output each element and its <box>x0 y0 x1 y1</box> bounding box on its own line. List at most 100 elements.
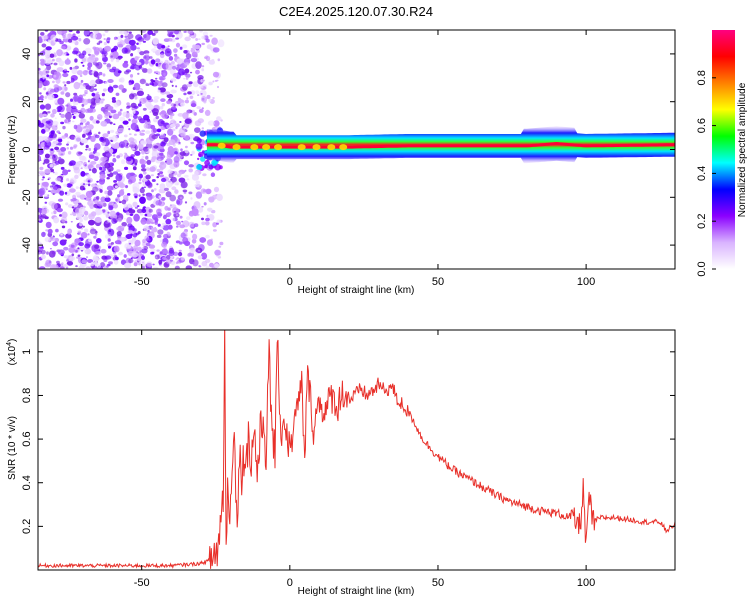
noise-speckle <box>107 211 110 214</box>
noise-speckle <box>216 116 222 122</box>
noise-speckle <box>52 186 58 190</box>
noise-speckle <box>89 33 97 40</box>
noise-speckle <box>143 246 149 250</box>
bottom-x-tick-label: -50 <box>134 577 150 589</box>
noise-speckle <box>180 102 185 107</box>
signal-band-core <box>206 141 675 149</box>
noise-speckle <box>158 195 162 199</box>
noise-speckle <box>175 261 179 265</box>
noise-speckle <box>184 118 192 124</box>
noise-speckle <box>80 166 83 168</box>
noise-speckle <box>104 81 109 84</box>
noise-speckle <box>141 155 145 159</box>
noise-speckle <box>58 249 65 255</box>
noise-speckle <box>133 213 140 222</box>
noise-speckle <box>158 174 164 178</box>
noise-speckle <box>92 186 99 192</box>
noise-speckle <box>40 60 46 66</box>
noise-speckle <box>83 30 91 37</box>
noise-speckle <box>143 50 150 55</box>
noise-speckle <box>218 245 222 248</box>
noise-speckle <box>55 160 60 165</box>
noise-speckle <box>47 111 51 114</box>
noise-speckle <box>59 113 62 115</box>
noise-speckle <box>198 207 204 213</box>
noise-speckle <box>174 265 180 269</box>
noise-speckle <box>202 173 207 177</box>
noise-speckle <box>138 181 142 185</box>
noise-speckle <box>193 223 199 228</box>
noise-speckle <box>42 113 48 117</box>
noise-speckle <box>139 130 142 134</box>
noise-speckle <box>71 36 79 41</box>
top-y-tick-label: -40 <box>21 237 33 253</box>
noise-speckle <box>141 265 145 269</box>
noise-speckle <box>71 253 75 257</box>
noise-speckle <box>113 180 118 183</box>
noise-speckle <box>119 116 126 122</box>
noise-speckle <box>60 45 66 50</box>
colorbar-tick-label: 0.4 <box>696 166 708 181</box>
y-scale-prefix: (x10 <box>7 345 18 365</box>
noise-speckle <box>49 163 54 168</box>
noise-speckle <box>52 140 59 144</box>
noise-speckle <box>72 120 75 123</box>
noise-speckle <box>133 245 139 250</box>
noise-speckle <box>131 237 137 242</box>
noise-speckle <box>166 101 170 104</box>
noise-speckle <box>108 201 115 206</box>
noise-speckle <box>171 84 174 87</box>
noise-speckle <box>110 129 115 133</box>
noise-speckle <box>146 181 153 188</box>
noise-speckle <box>183 50 188 54</box>
noise-speckle <box>173 53 178 57</box>
noise-speckle <box>45 221 52 229</box>
noise-speckle <box>115 92 120 97</box>
noise-speckle <box>139 51 145 56</box>
noise-speckle <box>73 92 78 96</box>
noise-speckle <box>158 188 166 194</box>
noise-speckle <box>66 147 70 150</box>
noise-speckle <box>181 84 188 91</box>
noise-speckle <box>179 151 186 157</box>
noise-speckle <box>171 186 177 191</box>
noise-speckle <box>77 35 81 37</box>
noise-speckle <box>117 127 125 133</box>
noise-speckle <box>103 62 107 65</box>
noise-speckle <box>150 226 153 229</box>
noise-speckle <box>167 37 173 42</box>
noise-speckle <box>41 50 45 54</box>
noise-speckle <box>134 56 139 61</box>
band-blob <box>339 144 348 151</box>
noise-speckle <box>67 70 70 73</box>
noise-speckle <box>104 233 112 240</box>
noise-speckle <box>199 30 203 33</box>
noise-speckle <box>184 62 190 66</box>
noise-speckle <box>69 213 73 216</box>
noise-speckle <box>48 260 52 264</box>
noise-speckle <box>107 219 111 223</box>
noise-speckle <box>38 251 42 254</box>
noise-speckle <box>180 257 185 261</box>
noise-speckle <box>210 172 216 177</box>
noise-speckle <box>80 118 87 123</box>
noise-speckle <box>159 171 164 175</box>
noise-speckle <box>191 207 199 217</box>
noise-speckle <box>53 52 56 55</box>
noise-speckle <box>54 117 57 120</box>
noise-speckle <box>128 133 132 136</box>
noise-speckle <box>165 180 173 188</box>
noise-speckle <box>41 128 46 134</box>
noise-speckle <box>121 47 128 54</box>
snr-line <box>38 330 675 569</box>
noise-speckle <box>88 219 95 226</box>
noise-speckle <box>79 222 83 227</box>
noise-speckle <box>161 248 168 256</box>
noise-speckle <box>117 132 120 136</box>
noise-speckle <box>52 241 59 247</box>
noise-speckle <box>78 242 84 247</box>
noise-speckle <box>142 146 149 152</box>
noise-speckle <box>48 148 51 151</box>
noise-speckle <box>139 187 145 194</box>
noise-speckle <box>39 172 46 177</box>
